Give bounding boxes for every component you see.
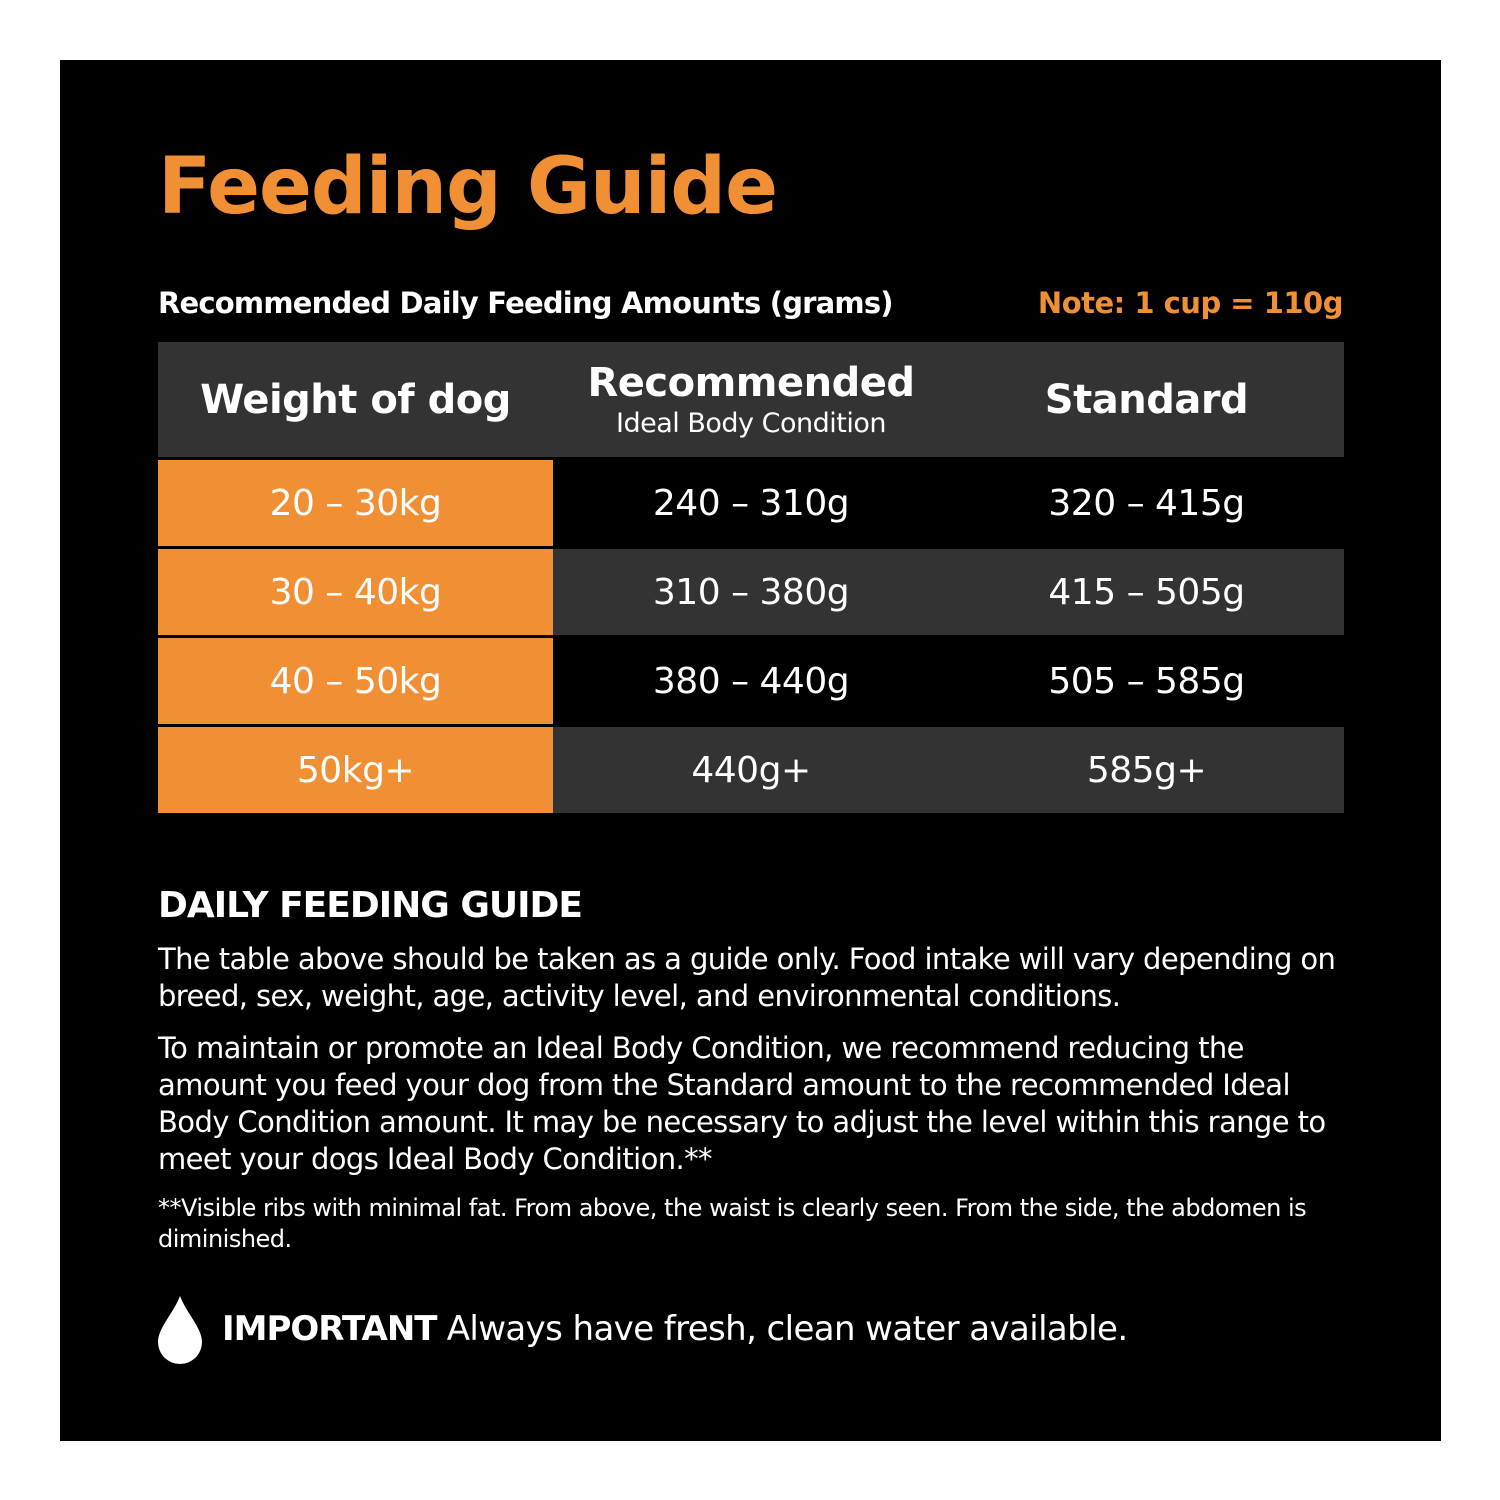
feeding-table: Weight of dog Recommended Ideal Body Con… [158,342,1344,813]
header-weight-label: Weight of dog [200,376,511,423]
standard-cell: 585g+ [1086,749,1207,791]
important-notice: IMPORTANT Always have fresh, clean water… [156,1294,1128,1364]
standard-cell: 320 – 415g [1048,482,1245,524]
standard-cell: 505 – 585g [1048,660,1245,702]
table-row: 50kg+ 440g+ 585g+ [158,727,1344,813]
guide-paragraph-2: To maintain or promote an Ideal Body Con… [158,1031,1326,1176]
table-header-row: Weight of dog Recommended Ideal Body Con… [158,342,1344,457]
important-label: IMPORTANT [222,1309,437,1349]
guide-footnote: **Visible ribs with minimal fat. From ab… [158,1194,1307,1253]
daily-feeding-guide-heading: DAILY FEEDING GUIDE [158,885,583,926]
recommended-cell: 380 – 440g [652,660,850,702]
weight-cell: 50kg+ [158,727,553,813]
header-weight: Weight of dog [158,342,553,457]
cup-conversion-note: Note: 1 cup = 110g [1037,286,1344,320]
recommended-cell: 240 – 310g [652,482,850,524]
feeding-guide-panel: Feeding Guide Recommended Daily Feeding … [60,60,1441,1441]
important-text: IMPORTANT Always have fresh, clean water… [222,1309,1128,1349]
page-title: Feeding Guide [158,142,778,232]
standard-cell: 415 – 505g [1048,571,1245,613]
weight-cell: 20 – 30kg [158,460,553,546]
table-row: 20 – 30kg 240 – 310g 320 – 415g [158,460,1344,546]
table-subtitle: Recommended Daily Feeding Amounts (grams… [158,286,894,320]
header-standard: Standard [949,342,1344,457]
guide-paragraph-1: The table above should be taken as a gui… [158,942,1336,1013]
recommended-cell: 440g+ [691,749,811,791]
weight-cell: 40 – 50kg [158,638,553,724]
table-row: 40 – 50kg 380 – 440g 505 – 585g [158,638,1344,724]
weight-cell: 30 – 40kg [158,549,553,635]
header-recommended: Recommended Ideal Body Condition [553,342,949,457]
header-recommended-sublabel: Ideal Body Condition [616,408,886,439]
table-row: 30 – 40kg 310 – 380g 415 – 505g [158,549,1344,635]
water-drop-icon [158,1296,202,1364]
important-message: Always have fresh, clean water available… [446,1309,1128,1349]
header-recommended-label: Recommended [587,360,915,406]
recommended-cell: 310 – 380g [652,571,850,613]
header-standard-label: Standard [1044,376,1249,423]
